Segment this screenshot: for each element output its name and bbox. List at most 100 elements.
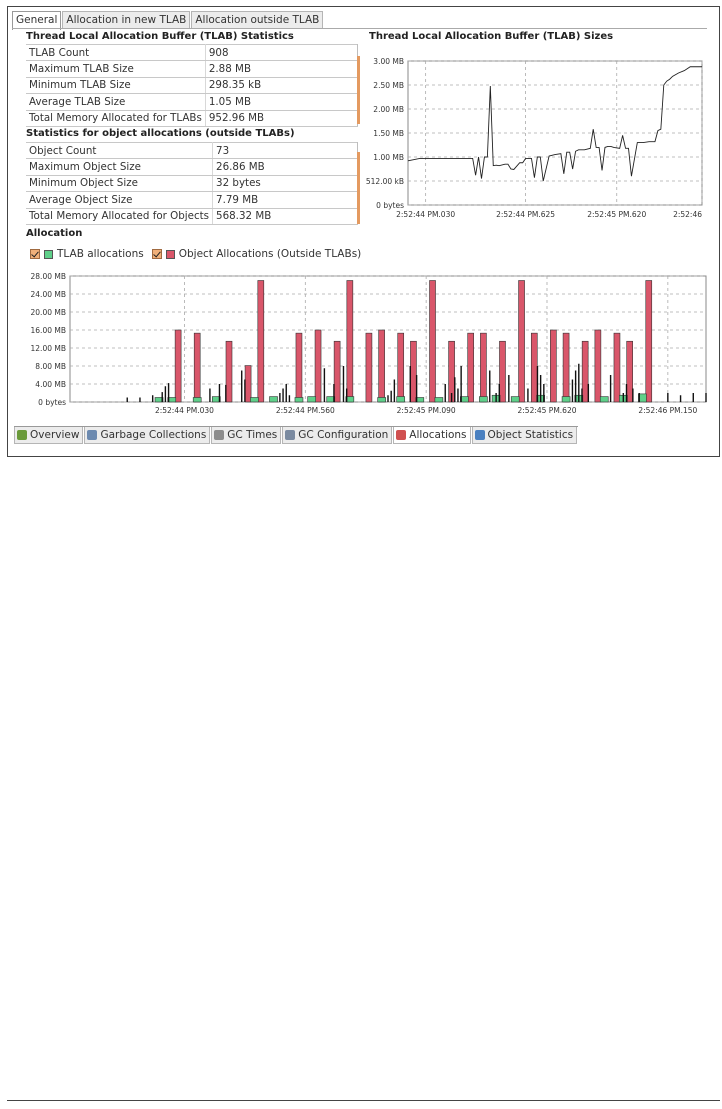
small-allocation-bar — [282, 388, 284, 402]
tlab-allocation-bar — [307, 396, 316, 403]
object-allocation-bar — [429, 280, 436, 403]
object-allocation-bar — [314, 329, 322, 403]
y-tick-label: 512.00 kB — [366, 177, 404, 186]
page-bottom-rule — [7, 1100, 720, 1101]
small-allocation-bar — [161, 392, 163, 402]
small-allocation-bar — [151, 395, 154, 402]
tlab-allocation-bar — [415, 397, 425, 403]
tlab-allocation-bar — [638, 393, 647, 403]
small-allocation-bar — [393, 379, 396, 402]
allocation-title: Allocation — [26, 228, 83, 239]
small-allocation-bar — [574, 370, 577, 402]
stat-value[interactable]: 7.79 MB — [212, 191, 358, 209]
object-allocation-bar — [613, 332, 621, 403]
object-allocation-bar — [499, 340, 506, 403]
stat-value[interactable]: 26.86 MB — [212, 158, 358, 176]
scrollbar[interactable] — [357, 56, 360, 124]
stat-label: Maximum Object Size — [26, 158, 214, 176]
tlab-allocation-bar — [250, 397, 259, 403]
stat-value[interactable]: 952.96 MB — [204, 109, 359, 127]
small-allocation-bar — [387, 395, 389, 402]
tab-object-statistics[interactable]: Object Statistics — [471, 427, 578, 444]
stat-value[interactable]: 73 — [212, 141, 358, 160]
table-row: Maximum TLAB Size 2.88 MB — [26, 60, 359, 78]
y-tick-label: 3.00 MB — [373, 57, 404, 66]
stat-value[interactable]: 1.05 MB — [204, 93, 359, 111]
tlab-allocation-bar — [460, 396, 469, 403]
table-row: Average TLAB Size 1.05 MB — [26, 93, 359, 111]
table-row: Average Object Size 7.79 MB — [26, 191, 358, 209]
allocations-icon — [396, 430, 407, 440]
stat-value[interactable]: 2.88 MB — [204, 60, 359, 78]
legend-item-tlab[interactable]: TLAB allocations — [30, 248, 144, 260]
legend-item-object[interactable]: Object Allocations (Outside TLABs) — [151, 248, 361, 260]
series-line — [407, 66, 702, 182]
tab-gc-times[interactable]: GC Times — [211, 427, 282, 444]
stat-value[interactable]: 32 bytes — [212, 174, 358, 193]
small-allocation-bar — [539, 375, 542, 402]
tab-allocation-new-tlab[interactable]: Allocation in new TLAB — [62, 11, 191, 29]
stat-value[interactable]: 298.35 kB — [204, 76, 359, 95]
tlab-allocation-bar — [479, 396, 488, 403]
checkbox-checked-icon[interactable] — [151, 249, 162, 259]
tab-general[interactable]: General — [12, 11, 62, 30]
top-tab-bar: General Allocation in new TLAB Allocatio… — [12, 11, 324, 30]
small-allocation-bar — [454, 377, 456, 402]
tlab-stats-title: Thread Local Allocation Buffer (TLAB) St… — [26, 31, 294, 42]
small-allocation-bar — [667, 393, 669, 402]
tab-label: Object Statistics — [487, 429, 574, 441]
small-allocation-bar — [126, 397, 128, 402]
tab-label: GC Times — [227, 429, 278, 441]
object-allocation-bar — [365, 332, 373, 403]
small-allocation-bar — [460, 366, 462, 402]
scrollbar[interactable] — [357, 152, 360, 224]
tab-allocations[interactable]: Allocations — [393, 427, 471, 444]
small-allocation-bar — [288, 395, 291, 402]
tlab-allocation-bar — [561, 396, 571, 403]
tlab-sizes-title: Thread Local Allocation Buffer (TLAB) Si… — [369, 31, 614, 42]
object-allocation-bar — [448, 340, 455, 403]
object-allocation-bar — [518, 280, 525, 403]
small-allocation-bar — [571, 379, 574, 402]
x-tick-label: 2:52:45 PM.090 — [397, 406, 456, 415]
small-allocation-bar — [587, 384, 590, 402]
tlab-allocation-bar — [326, 396, 336, 403]
tlab-allocation-bar — [192, 397, 202, 403]
checkbox-checked-icon[interactable] — [30, 249, 40, 259]
tab-gc-configuration[interactable]: GC Configuration — [282, 427, 393, 444]
object-allocation-bar — [397, 332, 405, 403]
object-allocation-bar — [467, 332, 474, 403]
stat-value[interactable]: 908 — [204, 43, 359, 62]
stat-label: Average TLAB Size — [26, 93, 206, 111]
tlab-sizes-chart: 0 bytes 512.00 kB 1.00 MB 1.50 MB 2.00 MB 2.5… — [366, 57, 703, 219]
small-allocation-bar — [622, 393, 625, 402]
stat-value[interactable]: 568.32 MB — [212, 207, 358, 225]
object-allocation-bar — [378, 329, 385, 403]
object-allocation-bar — [594, 329, 602, 403]
tlab-allocation-bar — [167, 397, 177, 403]
small-allocation-bar — [527, 388, 529, 402]
small-allocation-bar — [342, 366, 345, 402]
object-allocation-bar — [174, 329, 182, 403]
stat-label: Maximum TLAB Size — [26, 60, 206, 78]
small-allocation-bar — [692, 393, 694, 402]
legend-swatch — [165, 249, 175, 259]
tab-overview[interactable]: Overview — [14, 427, 84, 444]
tlab-allocation-bar — [211, 396, 221, 403]
small-allocation-bar — [705, 393, 707, 402]
tab-label: GC Configuration — [298, 429, 389, 441]
stat-label: TLAB Count — [26, 43, 206, 62]
tab-garbage-collections[interactable]: Garbage Collections — [84, 427, 211, 444]
stat-label: Total Memory Allocated for TLABs — [26, 109, 206, 127]
small-allocation-bar — [244, 379, 246, 402]
y-tick-label: 28.00 MB — [31, 272, 66, 281]
object-allocation-bar — [530, 332, 538, 403]
x-tick-label: 2:52:44 PM.030 — [396, 210, 455, 219]
table-row: Total Memory Allocated for Objects 568.32… — [26, 207, 358, 225]
small-allocation-bar — [508, 375, 510, 402]
stat-label: Minimum TLAB Size — [26, 76, 206, 95]
x-tick-label: 2:52:44 PM.625 — [496, 210, 555, 219]
tab-allocation-outside-tlab[interactable]: Allocation outside TLAB — [191, 11, 324, 29]
object-allocation-bar — [626, 340, 633, 403]
table-row: Minimum TLAB Size 298.35 kB — [26, 76, 359, 95]
